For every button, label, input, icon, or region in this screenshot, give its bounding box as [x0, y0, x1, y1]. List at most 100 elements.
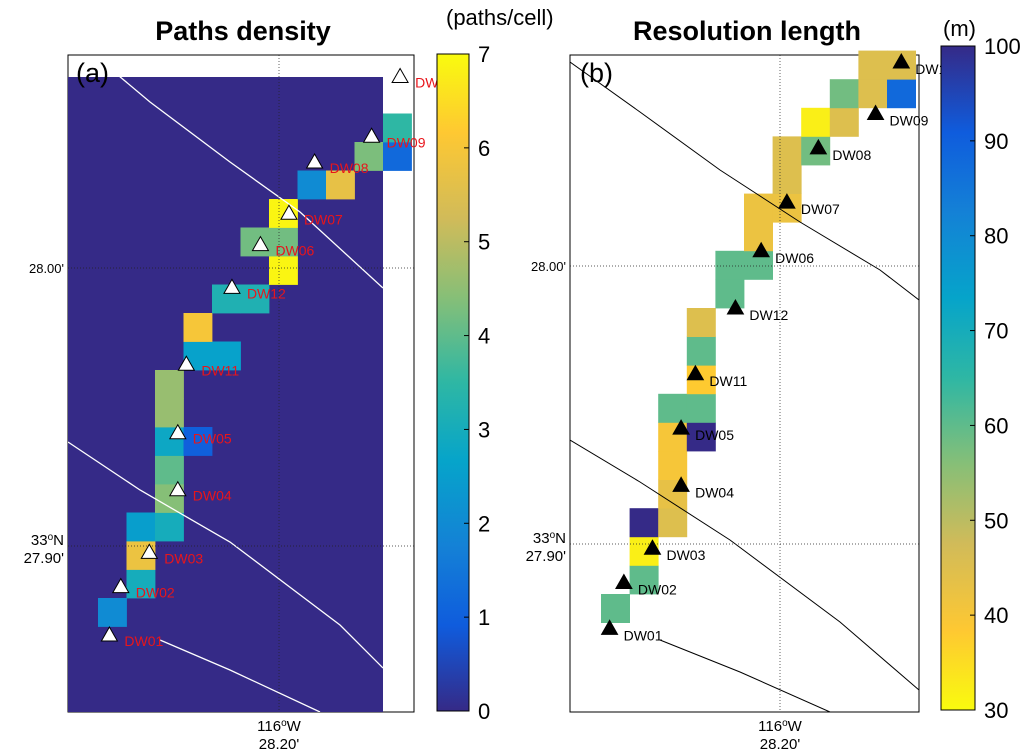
- heatmap-cell: [658, 508, 688, 538]
- station-marker-icon: [752, 241, 771, 258]
- heatmap-cell: [326, 170, 355, 200]
- station-marker-icon: [778, 193, 796, 209]
- heatmap-cell: [744, 193, 773, 223]
- panel-a-fault-line-lower: [159, 639, 321, 712]
- station-label: DW02: [638, 582, 677, 598]
- panel-a-fault-line-middle: [68, 441, 383, 669]
- heatmap-cell: [212, 341, 241, 371]
- heatmap-cell: [772, 136, 802, 166]
- panel-b-colorbar-ticks: 30 40 50 60 70 80 90 100: [970, 34, 1021, 723]
- heatmap-cell: [858, 79, 888, 109]
- station-label: DW12: [247, 285, 286, 301]
- panel-b-ytick-1: 28.00': [531, 259, 566, 274]
- station-label: DW11: [201, 362, 239, 378]
- colorbar-tick-label: 70: [984, 319, 1008, 344]
- station-label: DW09: [387, 134, 426, 150]
- panel-b-xtick: 28.20': [760, 736, 801, 753]
- station-label: DW07: [801, 201, 840, 217]
- panel-a-xtick: 28.20': [259, 736, 300, 753]
- heatmap-cell: [155, 455, 184, 485]
- colorbar-tick-label: 90: [984, 129, 1008, 154]
- heatmap-cell: [183, 313, 213, 342]
- heatmap-cell: [601, 594, 630, 623]
- heatmap-cell: [269, 227, 298, 257]
- heatmap-cell: [629, 565, 659, 595]
- heatmap-cell: [354, 142, 384, 171]
- panel-b: Resolution length DW01 DW02 DW03 DW04 DW05 DW…: [526, 16, 1021, 753]
- station-marker-icon: [809, 138, 828, 155]
- heatmap-cell: [155, 512, 184, 542]
- heatmap-cell: [126, 569, 156, 599]
- colorbar-tick-label: 60: [984, 413, 1008, 438]
- heatmap-cell: [686, 422, 716, 452]
- panel-a-xtick-deg: 116oW: [257, 718, 301, 736]
- panel-a-stations: DW01 DW02 DW03 DW04 DW05 DW11 DW12 DW06 DW07 DW08…: [100, 67, 454, 649]
- panel-b-colorbar-unit: (m): [943, 16, 976, 41]
- heatmap-cell: [801, 107, 831, 137]
- colorbar-tick-label: 50: [984, 508, 1008, 533]
- panel-b-gridlines: [570, 55, 919, 712]
- station-marker-icon: [672, 476, 690, 492]
- heatmap-cell: [240, 227, 270, 257]
- panel-b-letter: (b): [580, 58, 613, 88]
- colorbar-tick-label: 2: [478, 511, 490, 536]
- station-label: DW09: [890, 113, 929, 129]
- station-marker-icon: [726, 298, 745, 315]
- heatmap-cell: [155, 370, 184, 399]
- station-marker-icon: [280, 204, 298, 220]
- station-marker-icon: [168, 480, 187, 497]
- station-marker-icon: [177, 355, 196, 371]
- heatmap-cell: [829, 79, 859, 109]
- station-label: DW05: [193, 431, 232, 447]
- panel-a-letter: (a): [76, 58, 109, 88]
- station-label: DW02: [136, 585, 175, 601]
- station-label: DW01: [124, 633, 163, 649]
- station-label: DW05: [695, 427, 734, 443]
- heatmap-cell: [772, 165, 802, 194]
- colorbar-tick-label: 7: [478, 42, 490, 67]
- station-marker-icon: [600, 619, 619, 635]
- panel-a-gridlines: [68, 55, 414, 712]
- panel-b-title: Resolution length: [633, 16, 861, 46]
- station-label: DW07: [304, 211, 343, 227]
- panel-b-xtick-deg: 116oW: [758, 718, 802, 736]
- heatmap-cell: [98, 598, 127, 627]
- station-label: DW12: [749, 307, 788, 323]
- colorbar-tick-label: 5: [478, 230, 490, 255]
- heatmap-cell: [383, 142, 412, 171]
- station-label: DW04: [193, 488, 232, 504]
- colorbar-tick-label: 6: [478, 136, 490, 161]
- heatmap-cell: [629, 508, 659, 538]
- panel-a-ytick-2: 27.90': [24, 550, 65, 567]
- panel-b-fault-line-lower: [659, 639, 831, 712]
- colorbar-tick-label: 100: [984, 34, 1021, 59]
- station-label: DW03: [666, 547, 705, 563]
- heatmap-cell: [183, 427, 213, 456]
- heatmap-cell: [155, 398, 184, 428]
- colorbar-tick-label: 1: [478, 605, 490, 630]
- heatmap-cell: [715, 250, 745, 280]
- station-marker-icon: [100, 626, 119, 642]
- panel-a-title: Paths density: [155, 16, 331, 46]
- panel-a-ytick-2-deg: 33oN: [31, 532, 64, 550]
- station-marker-icon: [643, 539, 662, 555]
- panel-b-ytick-2-deg: 33oN: [533, 530, 566, 548]
- colorbar-tick-label: 40: [984, 603, 1008, 628]
- heatmap-cell: [686, 393, 716, 423]
- station-label: DW06: [775, 250, 814, 266]
- heatmap-cell: [858, 50, 888, 80]
- heatmap-cell: [715, 279, 745, 309]
- heatmap-cell: [383, 113, 412, 143]
- heatmap-cell: [297, 170, 327, 200]
- panel-a-colorbar-ticks: 0 1 2 3 4 5 6 7: [464, 42, 490, 724]
- station-marker-icon: [391, 67, 409, 83]
- heatmap-cell: [829, 107, 859, 137]
- station-label: DW03: [164, 550, 203, 566]
- station-marker-icon: [866, 104, 885, 121]
- station-marker-icon: [672, 419, 690, 435]
- station-marker-icon: [111, 577, 130, 594]
- colorbar-tick-label: 4: [478, 324, 490, 349]
- station-marker-icon: [892, 53, 911, 69]
- station-marker-icon: [686, 364, 705, 381]
- panel-b-fault-line-middle: [570, 439, 919, 691]
